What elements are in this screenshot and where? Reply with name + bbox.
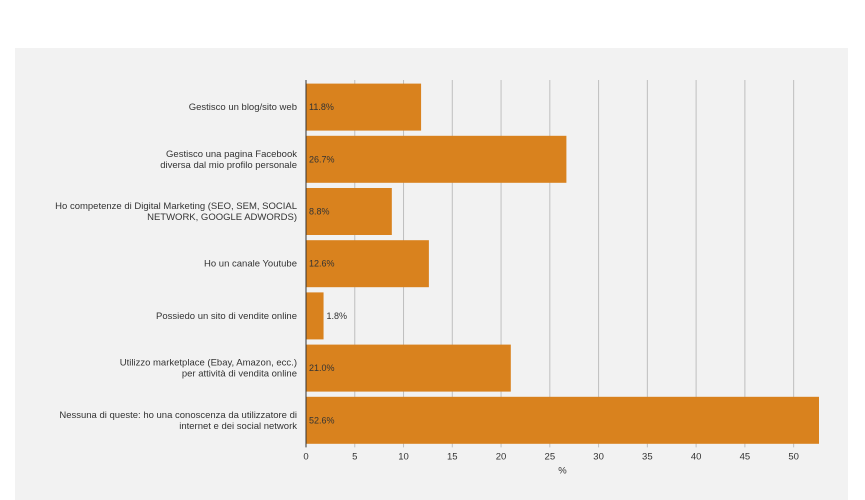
data-labels: 11.8% 26.7% 8.8% 12.6% 1.8% 21.0% 52.6%: [309, 102, 347, 425]
category-label: Possiedo un sito di vendite online: [156, 311, 297, 322]
category-label: Ho un canale Youtube: [204, 259, 297, 270]
data-label: 21.0%: [309, 363, 335, 373]
data-label: 11.8%: [309, 102, 334, 112]
data-label: 12.6%: [309, 259, 335, 269]
x-tick-label: 15: [447, 451, 458, 462]
x-tick-label: 25: [545, 451, 556, 462]
category-label: Gestisco una pagina Facebook diversa dal …: [160, 149, 297, 171]
x-tick-label: 0: [303, 451, 308, 462]
category-label: Ho competenze di Digital Marketing (SEO,…: [55, 201, 297, 223]
bar: [306, 292, 324, 340]
bar: [306, 344, 511, 392]
x-tick-label: 40: [691, 451, 702, 462]
category-labels: Gestisco un blog/sito web Gestisco una pa…: [55, 102, 297, 432]
data-label: 26.7%: [309, 154, 335, 164]
bar: [306, 135, 567, 183]
x-tick-label: 20: [496, 451, 507, 462]
bar: [306, 396, 819, 444]
bars: [306, 83, 819, 444]
category-label: Nessuna di queste: ho una conoscenza da …: [59, 410, 297, 432]
bar: [306, 83, 422, 131]
data-label: 1.8%: [327, 311, 348, 321]
x-tick-label: 35: [642, 451, 653, 462]
x-tick-label: 10: [398, 451, 409, 462]
x-tick-label: 30: [593, 451, 604, 462]
x-tick-label: 50: [788, 451, 799, 462]
x-tick-labels: 0 5 10 15 20 25 30 35 40 45 50: [303, 451, 799, 462]
category-label: Gestisco un blog/sito web: [189, 102, 297, 113]
data-label: 52.6%: [309, 415, 335, 425]
x-tick-label: 45: [740, 451, 751, 462]
category-label: Utilizzo marketplace (Ebay, Amazon, ecc.…: [120, 358, 297, 380]
bar: [306, 240, 429, 288]
data-label: 8.8%: [309, 207, 330, 217]
bar-chart: 11.8% 26.7% 8.8% 12.6% 1.8% 21.0% 52.6% Gestis…: [55, 80, 819, 476]
x-axis-title: %: [558, 465, 567, 476]
bar: [306, 188, 392, 235]
chart-panel: 11.8% 26.7% 8.8% 12.6% 1.8% 21.0% 52.6% Gestis…: [15, 48, 848, 500]
x-tick-label: 5: [352, 451, 357, 462]
